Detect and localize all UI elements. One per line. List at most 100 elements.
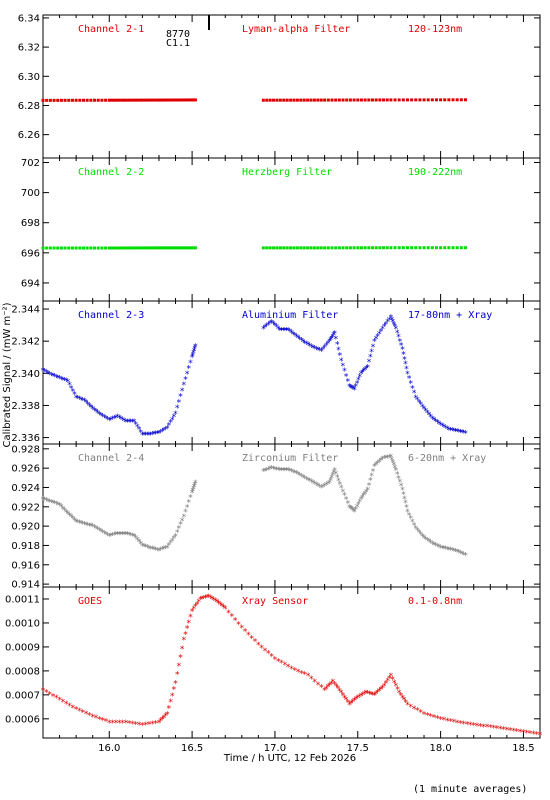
data-point: * <box>173 679 178 689</box>
data-point <box>341 98 345 102</box>
data-point: * <box>336 685 341 695</box>
data-point: * <box>317 483 322 493</box>
data-point <box>405 98 409 102</box>
data-point: * <box>407 375 412 385</box>
data-point: * <box>403 360 408 370</box>
data-point <box>261 246 265 250</box>
data-point <box>56 98 60 102</box>
data-point: * <box>193 345 198 355</box>
data-point: * <box>112 531 117 541</box>
data-point: * <box>192 605 197 615</box>
data-point: * <box>49 498 54 508</box>
data-point: * <box>348 383 353 393</box>
data-point <box>159 246 163 250</box>
data-point <box>405 246 409 250</box>
data-point: * <box>230 613 235 623</box>
data-point <box>316 98 320 102</box>
data-point: * <box>191 487 196 497</box>
data-point <box>169 98 173 102</box>
data-point: * <box>478 722 483 732</box>
data-point: * <box>246 631 251 641</box>
panel-5: 0.0006 0.0007 0.0008 0.0009 0.0010 0.0011 16.0… <box>5 586 543 754</box>
data-point: * <box>163 544 168 554</box>
data-point <box>74 246 78 250</box>
data-point: * <box>281 467 286 477</box>
data-point: * <box>188 613 193 623</box>
data-point: * <box>41 687 46 697</box>
data-point: * <box>511 727 516 737</box>
data-point <box>443 246 447 250</box>
data-point: * <box>187 619 192 629</box>
data-point <box>401 98 405 102</box>
data-point: * <box>342 492 347 502</box>
data-point: * <box>410 518 415 528</box>
data-point <box>312 246 316 250</box>
data-point: * <box>44 497 49 507</box>
data-point: * <box>422 405 427 415</box>
data-point: * <box>443 545 448 555</box>
data-point <box>113 246 117 250</box>
data-point: * <box>274 466 279 476</box>
data-point: * <box>61 698 66 708</box>
data-point: * <box>438 544 443 554</box>
data-point: * <box>307 477 312 487</box>
data-point: * <box>314 345 319 355</box>
data-point: * <box>211 596 216 606</box>
corner-mark-1: 8770 <box>166 29 190 40</box>
data-point: * <box>327 479 332 489</box>
data-point: * <box>346 699 351 709</box>
data-point: * <box>240 624 245 634</box>
data-point <box>299 98 303 102</box>
data-point: * <box>440 422 445 432</box>
data-point: * <box>420 403 425 413</box>
data-point: * <box>114 531 119 541</box>
data-point <box>167 98 171 102</box>
data-point: * <box>458 549 463 559</box>
data-point: * <box>347 383 352 393</box>
data-point: * <box>84 710 89 720</box>
y-tick-label: 696 <box>21 248 40 259</box>
data-point: * <box>170 537 175 547</box>
data-point: * <box>294 469 299 479</box>
data-point: * <box>312 480 317 490</box>
data-point: * <box>59 375 64 385</box>
data-point: * <box>56 501 61 511</box>
data-point <box>165 98 169 102</box>
data-point: * <box>462 720 467 730</box>
data-point: * <box>448 717 453 727</box>
data-point: * <box>188 494 193 504</box>
data-point: * <box>427 538 432 548</box>
data-point: * <box>339 357 344 367</box>
data-point: * <box>167 422 172 432</box>
data-point: * <box>178 521 183 531</box>
data-point: * <box>142 543 147 553</box>
data-point: * <box>122 417 127 427</box>
data-point <box>48 98 52 102</box>
data-point <box>63 98 67 102</box>
data-point <box>93 246 97 250</box>
data-point <box>96 98 100 102</box>
data-point: * <box>134 720 139 730</box>
data-point: * <box>331 678 336 688</box>
data-point: * <box>46 497 51 507</box>
data-point <box>397 98 401 102</box>
data-point: * <box>306 672 311 682</box>
data-point: * <box>303 671 308 681</box>
data-point <box>337 246 341 250</box>
data-point <box>181 98 185 102</box>
data-point: * <box>180 645 185 655</box>
data-point: * <box>450 427 455 437</box>
data-point <box>356 98 360 102</box>
data-point: * <box>358 373 363 383</box>
data-point: * <box>200 595 205 605</box>
data-point: * <box>125 531 130 541</box>
data-point <box>100 246 104 250</box>
data-point: * <box>354 695 359 705</box>
data-point <box>89 246 93 250</box>
data-point <box>124 246 128 250</box>
data-point: * <box>47 690 52 700</box>
data-point: * <box>183 508 188 518</box>
data-point: * <box>412 389 417 399</box>
data-point: * <box>62 377 67 387</box>
data-point: * <box>74 706 79 716</box>
